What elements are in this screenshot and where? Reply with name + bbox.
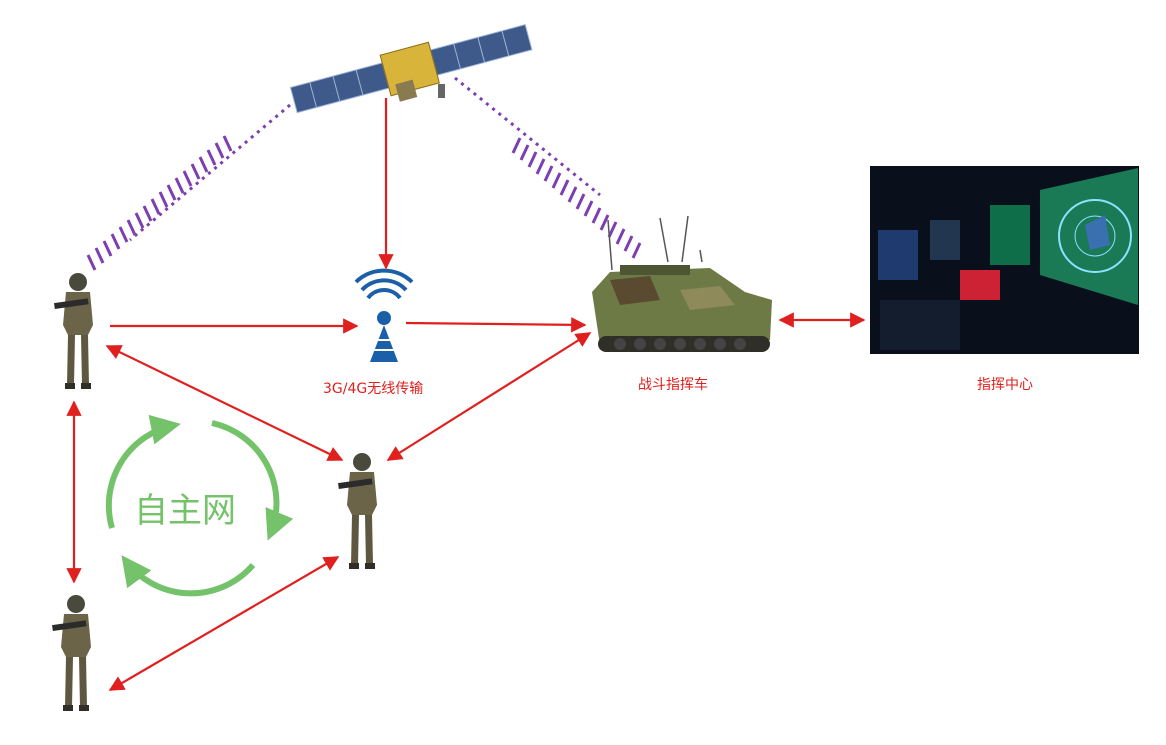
ad-hoc-network-label: 自主网 — [134, 491, 236, 531]
arrow-tower-to-vehicle — [405, 317, 587, 333]
ad-hoc-loop-icon — [105, 414, 294, 597]
arrow-soldier3-soldier2 — [108, 556, 340, 691]
signal-waves-left — [86, 135, 233, 271]
wireless-transmission-label: 3G/4G无线传输 — [323, 381, 424, 397]
soldier-icon — [52, 595, 91, 711]
soldier-icon — [338, 453, 377, 569]
armored-command-vehicle-icon — [592, 215, 772, 352]
satellite-signal-left — [129, 103, 291, 242]
signal-waves-right — [511, 137, 642, 259]
arrow-soldier1-soldier2 — [105, 345, 344, 461]
command-vehicle-label: 战斗指挥车 — [638, 377, 708, 393]
satellite-signal-right — [454, 76, 601, 197]
arrow-soldier2-vehicle — [386, 332, 592, 461]
command-center-label: 指挥中心 — [977, 377, 1033, 393]
link-arrows — [66, 98, 866, 691]
wireless-tower-icon — [354, 268, 414, 362]
satellite-icon — [289, 24, 533, 114]
soldier-icon — [54, 273, 93, 389]
command-center-screens-icon — [870, 166, 1139, 354]
